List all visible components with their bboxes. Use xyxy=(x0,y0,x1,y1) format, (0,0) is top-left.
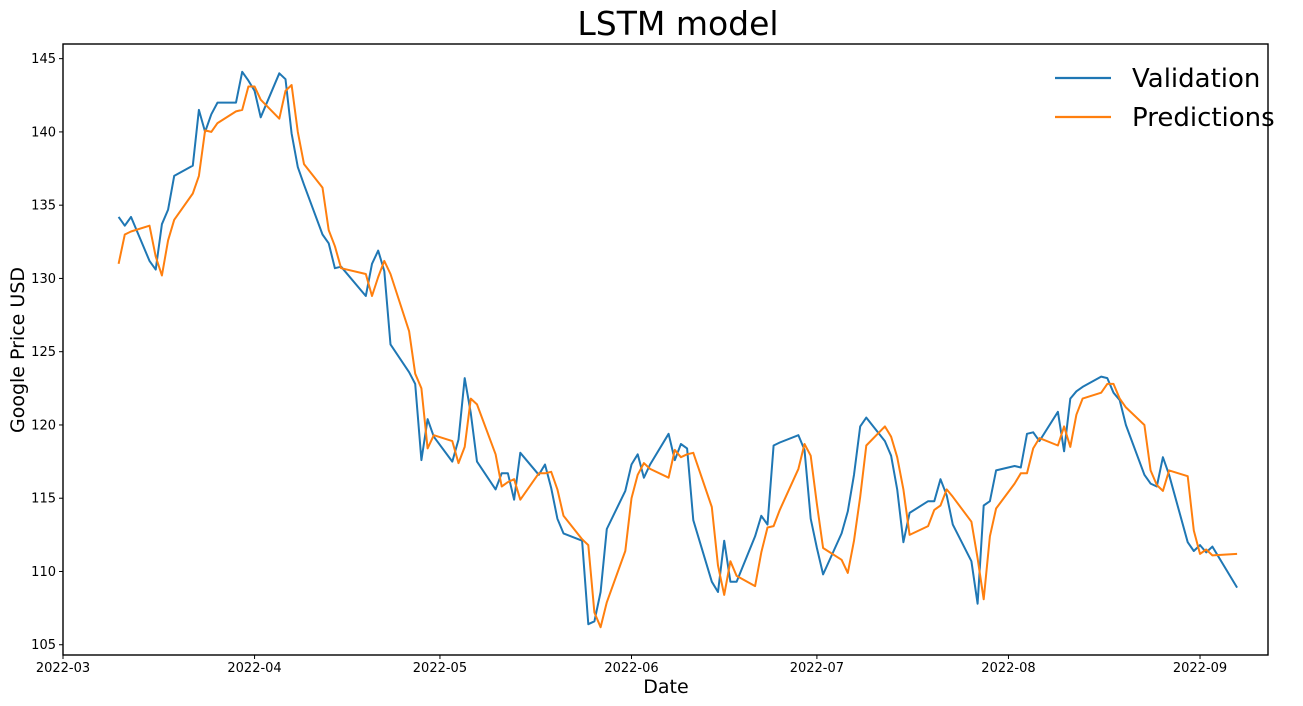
x-tick-label: 2022-03 xyxy=(36,661,90,676)
y-tick-label: 105 xyxy=(31,638,56,653)
legend-label-predictions: Predictions xyxy=(1132,103,1275,133)
legend: Validation Predictions xyxy=(1055,64,1275,133)
x-tick-label: 2022-05 xyxy=(413,661,467,676)
x-tick-label: 2022-08 xyxy=(981,661,1035,676)
y-tick-label: 140 xyxy=(31,125,56,140)
y-tick-label: 120 xyxy=(31,418,56,433)
y-tick-label: 135 xyxy=(31,199,56,214)
axes-ticks: 2022-03 2022-04 2022-05 2022-06 2022-07 2022-… xyxy=(31,52,1227,676)
x-axis-label: Date xyxy=(643,676,688,698)
y-tick-label: 125 xyxy=(31,345,56,360)
plot-area xyxy=(117,70,1238,629)
y-tick-label: 115 xyxy=(31,492,56,507)
series-line-predictions xyxy=(117,84,1238,629)
y-axis-label: Google Price USD xyxy=(7,267,29,433)
y-tick-label: 145 xyxy=(31,52,56,67)
x-tick-label: 2022-06 xyxy=(604,661,658,676)
y-tick-label: 130 xyxy=(31,272,56,287)
plot-frame xyxy=(62,43,1269,656)
y-tick-label: 110 xyxy=(31,565,56,580)
x-tick-label: 2022-07 xyxy=(790,661,844,676)
x-tick-label: 2022-09 xyxy=(1173,661,1227,676)
legend-label-validation: Validation xyxy=(1132,64,1260,94)
chart-title: LSTM model xyxy=(577,4,778,43)
x-tick-label: 2022-04 xyxy=(227,661,281,676)
